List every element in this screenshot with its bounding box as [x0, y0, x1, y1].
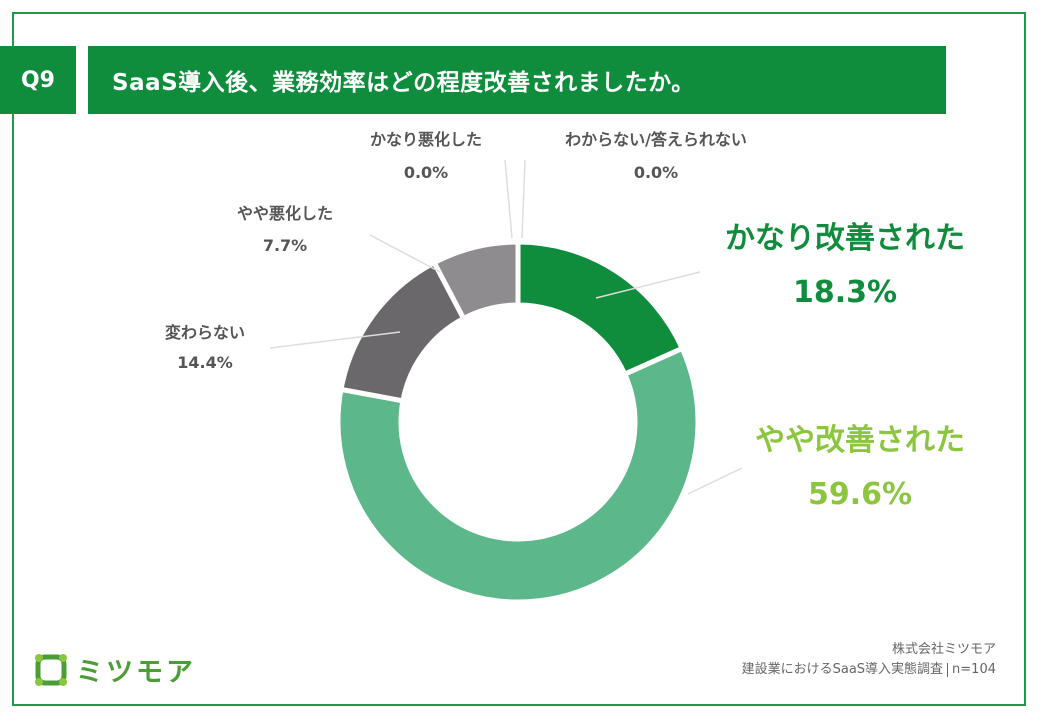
- footer-survey: 建設業におけるSaaS導入実態調査: [741, 662, 944, 677]
- leader-line-3: [369, 234, 441, 273]
- leader-line-2: [269, 331, 401, 349]
- slice-label-5: わからない/答えられない: [565, 130, 747, 149]
- logo-name: ミツモア: [76, 657, 196, 688]
- slice-value-5: 0.0%: [634, 163, 678, 182]
- leader-line-0: [595, 271, 701, 299]
- footer-separator: [947, 662, 949, 677]
- slice-label-4: かなり悪化した: [370, 130, 482, 149]
- slice-label-0: かなり改善された: [725, 221, 965, 256]
- donut-slice-1: [335, 345, 701, 605]
- donut-slice-3: [430, 239, 521, 322]
- leader-line-5: [521, 159, 526, 239]
- slice-label-3: やや悪化した: [237, 204, 333, 223]
- brand-logo: ミツモア: [34, 650, 196, 689]
- question-title: SaaS導入後、業務効率はどの程度改善されましたか。: [88, 46, 946, 114]
- footer-credit: 株式会社ミツモア 建設業におけるSaaS導入実態調査 n=104: [742, 640, 996, 680]
- slice-label-1: やや改善された: [755, 423, 965, 458]
- question-number-badge: Q9: [0, 46, 76, 114]
- figure-frame: [12, 12, 1026, 706]
- slice-value-4: 0.0%: [404, 163, 448, 182]
- logo-mark-icon: [35, 653, 67, 686]
- footer-sample: n=104: [952, 662, 996, 677]
- slice-label-2: 変わらない: [165, 323, 245, 342]
- donut-slice-0: [515, 239, 686, 378]
- leader-line-4: [504, 159, 513, 239]
- slice-value-2: 14.4%: [177, 353, 233, 372]
- footer-company: 株式会社ミツモア: [891, 642, 996, 657]
- slice-value-1: 59.6%: [808, 477, 912, 512]
- slice-value-3: 7.7%: [263, 236, 307, 255]
- leader-line-1: [687, 467, 743, 495]
- slice-value-0: 18.3%: [793, 275, 897, 310]
- footer-survey-line: 建設業におけるSaaS導入実態調査 n=104: [742, 660, 996, 680]
